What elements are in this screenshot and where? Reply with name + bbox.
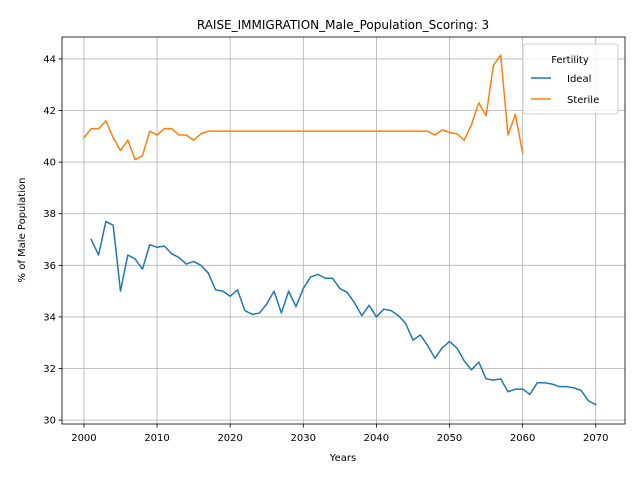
legend-label-ideal: Ideal [567,74,591,85]
chart-title: RAISE_IMMIGRATION_Male_Population_Scorin… [197,18,489,32]
y-tick-label: 36 [43,261,56,272]
y-tick-label: 44 [43,54,56,65]
x-tick-label: 2010 [144,433,169,444]
x-tick-label: 2020 [217,433,242,444]
y-tick-label: 40 [43,158,56,169]
y-tick-label: 34 [43,312,56,323]
x-tick-label: 2050 [437,433,462,444]
y-tick-label: 38 [43,209,56,220]
y-tick-label: 30 [43,416,56,427]
x-tick-label: 2040 [364,433,389,444]
x-tick-label: 2060 [510,433,535,444]
y-tick-label: 32 [43,364,56,375]
legend-label-sterile: Sterile [567,95,599,106]
y-axis-title: % of Male Population [17,178,28,283]
y-tick-label: 42 [43,106,56,117]
x-tick-label: 2070 [583,433,608,444]
legend: Fertility Ideal Sterile [523,44,618,114]
legend-title: Fertility [551,55,589,66]
x-axis-title: Years [329,453,356,464]
x-tick-label: 2000 [71,433,96,444]
x-tick-label: 2030 [291,433,316,444]
